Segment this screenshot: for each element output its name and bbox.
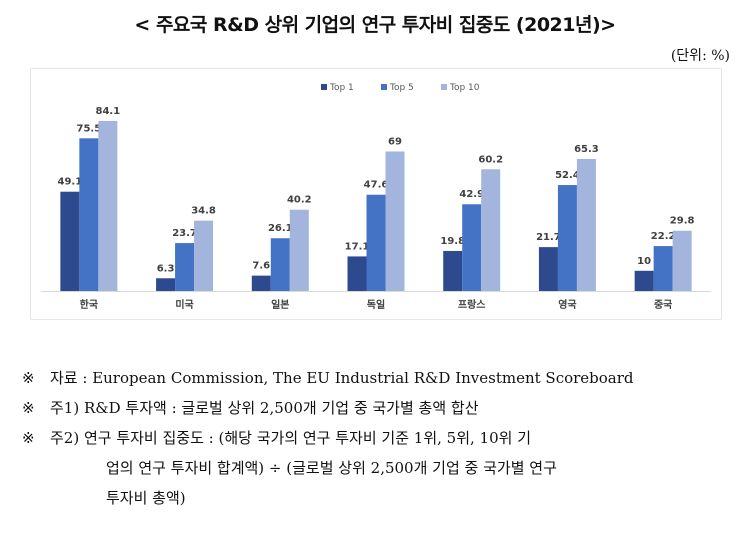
- data-label: 52.4: [555, 170, 580, 181]
- data-label: 22.2: [651, 231, 676, 242]
- note-1: ※ 주1) R&D 투자액 : 글로벌 상위 2,500개 기업 중 국가별 총…: [22, 393, 734, 423]
- data-label: 65.3: [574, 144, 599, 155]
- data-label: 21.7: [536, 232, 561, 243]
- note-text: R&D 투자액 : 글로벌 상위 2,500개 기업 중 국가별 총액 합산: [83, 399, 479, 417]
- bar-top1: [538, 247, 558, 291]
- data-label: 34.8: [191, 206, 216, 217]
- note-mark: ※: [22, 429, 35, 447]
- legend-label: Top 1: [329, 83, 354, 93]
- x-tick-label: 중국: [654, 299, 672, 311]
- data-label: 19.8: [440, 236, 465, 247]
- data-label: 40.2: [287, 195, 312, 206]
- note-label: 자료: [50, 369, 83, 387]
- data-label: 23.7: [172, 228, 197, 239]
- note-text: 연구 투자비 집중도 : (해당 국가의 연구 투자비 기준 1위, 5위, 1…: [83, 429, 532, 447]
- data-label: 60.2: [478, 154, 503, 165]
- bar-top10: [98, 120, 118, 291]
- data-label: 69: [388, 136, 402, 147]
- x-tick-label: 독일: [367, 298, 385, 311]
- note-2: ※ 주2) 연구 투자비 집중도 : (해당 국가의 연구 투자비 기준 1위,…: [22, 423, 734, 513]
- bar-top10: [576, 158, 596, 291]
- data-label: 17.1: [345, 241, 370, 252]
- bar-top5: [366, 194, 386, 291]
- note-mark: ※: [22, 369, 35, 387]
- chart-title: < 주요국 R&D 상위 기업의 연구 투자비 집중도 (2021년)>: [134, 14, 616, 36]
- bar-top10: [289, 209, 309, 291]
- bar-top5: [79, 138, 99, 291]
- note-label: 주1): [50, 399, 84, 417]
- legend-swatch: [441, 84, 447, 90]
- note-text-cont: 투자비 총액): [106, 489, 186, 507]
- bar-top5: [270, 238, 290, 291]
- bar-top1: [443, 250, 463, 291]
- data-label: 29.8: [670, 216, 695, 227]
- note-label: 주2): [50, 429, 84, 447]
- legend-label: Top 10: [449, 83, 480, 93]
- note-source: ※ 자료 : European Commission, The EU Indus…: [22, 363, 734, 393]
- data-label: 26.1: [268, 223, 293, 234]
- bar-top1: [634, 270, 654, 291]
- chart-area: 49.1 75.5 84.1 한국 6.3 23.7 34.8 미국 7.6 26.1 40.2 일본…: [30, 68, 722, 320]
- legend-label: Top 5: [389, 83, 414, 93]
- note-text-cont: 업의 연구 투자비 합계액) ÷ (글로벌 상위 2,500개 기업 중 국가별…: [106, 459, 557, 477]
- x-tick-label: 프랑스: [458, 299, 486, 311]
- x-tick-label: 한국: [80, 299, 98, 311]
- bar-top10: [385, 151, 405, 291]
- bar-chart: 49.1 75.5 84.1 한국 6.3 23.7 34.8 미국 7.6 26.1 40.2 일본…: [41, 83, 711, 311]
- bar-top1: [347, 256, 367, 291]
- legend-swatch: [381, 84, 387, 90]
- data-label: 6.3: [157, 263, 175, 274]
- bar-top10: [481, 169, 501, 291]
- x-tick-label: 영국: [558, 298, 576, 311]
- legend-swatch: [321, 84, 327, 90]
- data-label: 47.6: [364, 180, 389, 191]
- bar-top5: [175, 243, 195, 291]
- data-label: 10: [637, 256, 651, 267]
- x-tick-label: 미국: [175, 298, 193, 311]
- bar-top5: [653, 246, 673, 291]
- data-label: 49.1: [58, 177, 83, 188]
- bar-top10: [672, 230, 692, 291]
- bar-top5: [557, 185, 577, 291]
- bar-top1: [156, 278, 176, 291]
- note-text: : European Commission, The EU Industrial…: [82, 369, 634, 387]
- bar-top1: [251, 275, 271, 291]
- data-label: 42.9: [459, 189, 484, 200]
- data-label: 7.6: [252, 261, 270, 272]
- bar-top5: [462, 204, 482, 291]
- data-label: 84.1: [96, 106, 121, 117]
- data-label: 75.5: [77, 123, 102, 134]
- unit-label: (단위: %): [670, 48, 730, 64]
- bar-top1: [60, 191, 80, 291]
- x-tick-label: 일본: [271, 298, 289, 311]
- notes: ※ 자료 : European Commission, The EU Indus…: [22, 363, 734, 513]
- note-mark: ※: [22, 399, 35, 417]
- bar-top10: [194, 220, 214, 291]
